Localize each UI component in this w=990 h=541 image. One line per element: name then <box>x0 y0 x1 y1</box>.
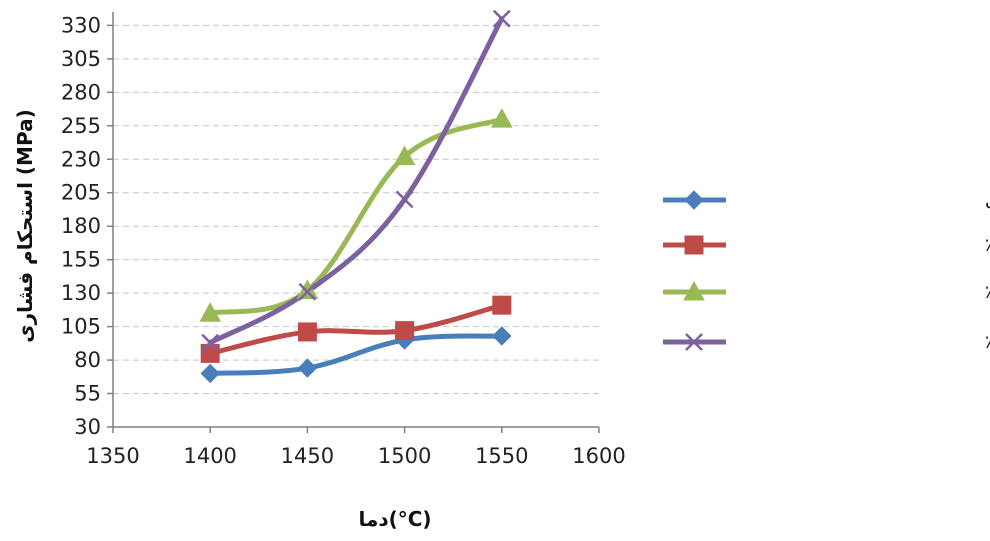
x-tick-label: 1450 <box>281 444 334 468</box>
data-point-series-4 <box>298 282 317 301</box>
data-point-series-4 <box>395 190 414 209</box>
data-point-series-2 <box>297 322 317 342</box>
gridlines <box>113 24 599 395</box>
y-tick-label: 30 <box>74 415 101 439</box>
y-tick-label: 130 <box>61 281 101 305</box>
y-tick-label: 205 <box>61 181 101 205</box>
legend-swatch-marker <box>685 333 703 351</box>
y-tick-label: 105 <box>61 315 101 339</box>
series-line-3 <box>207 116 505 316</box>
legend-item-3: بورات آلومینیوم +منیزیا) ۳٪ <box>663 280 990 303</box>
series-line-4 <box>207 16 505 346</box>
series-line-2 <box>207 302 505 356</box>
legend: بدون افزودنی بورات آلومینیوم +منیزیا) ۱٪ ب… <box>663 190 990 353</box>
y-tick-label: 180 <box>61 214 101 238</box>
legend-label: بدون افزودنی <box>985 190 990 211</box>
data-point-series-3 <box>199 302 222 322</box>
data-point-series-4 <box>201 333 220 352</box>
legend-label: بورات آلومینیوم +منیزیا) ۳٪ <box>985 280 990 303</box>
x-tick-label: 1400 <box>183 444 236 468</box>
data-point-series-2 <box>395 321 415 341</box>
x-tick-label: 1500 <box>378 444 431 468</box>
data-point-series-1 <box>492 326 512 346</box>
y-axis-title: استحکام فشاری (MPa) <box>13 109 37 342</box>
series-lines <box>207 16 505 376</box>
y-tick-label: 330 <box>61 13 101 37</box>
data-point-series-3 <box>490 108 513 128</box>
series-line-1 <box>207 333 505 376</box>
legend-item-1: بدون افزودنی <box>663 190 990 211</box>
legend-item-2: بورات آلومینیوم +منیزیا) ۱٪ <box>663 233 990 256</box>
series-markers <box>199 9 513 384</box>
legend-label: بورات آلومینیوم +منیزیا) ۱٪ <box>985 233 990 256</box>
legend-swatch-marker <box>683 280 705 301</box>
data-point-series-4 <box>492 9 511 28</box>
y-tick-labels: 30 55 80 105 130 155 180 205 230 255 280 305 330 <box>61 13 113 439</box>
x-tick-labels: 1350 1400 1450 1500 1550 1600 <box>86 427 626 468</box>
data-point-series-1 <box>200 363 220 384</box>
y-tick-label: 155 <box>61 248 101 272</box>
y-tick-label: 230 <box>61 147 101 171</box>
y-tick-label: 55 <box>74 382 101 406</box>
x-axis-title: دما(°C) <box>358 507 431 531</box>
y-tick-label: 255 <box>61 114 101 138</box>
y-tick-label: 80 <box>74 348 101 372</box>
y-tick-label: 305 <box>61 47 101 71</box>
data-point-series-2 <box>492 295 512 315</box>
data-point-series-3 <box>296 279 319 299</box>
x-tick-label: 1350 <box>86 444 139 468</box>
legend-swatch-marker <box>684 235 704 255</box>
x-tick-label: 1600 <box>572 444 625 468</box>
data-point-series-2 <box>200 343 220 363</box>
axes <box>112 12 599 428</box>
legend-swatch-marker <box>684 190 704 210</box>
x-tick-label: 1550 <box>475 444 528 468</box>
y-tick-label: 280 <box>61 80 101 104</box>
legend-item-4: بورات آلومینیوم+منیزیا ) ۵٪ <box>663 330 990 353</box>
data-point-series-1 <box>297 358 318 378</box>
legend-label: بورات آلومینیوم+منیزیا ) ۵٪ <box>985 330 990 353</box>
data-point-series-3 <box>393 145 416 166</box>
